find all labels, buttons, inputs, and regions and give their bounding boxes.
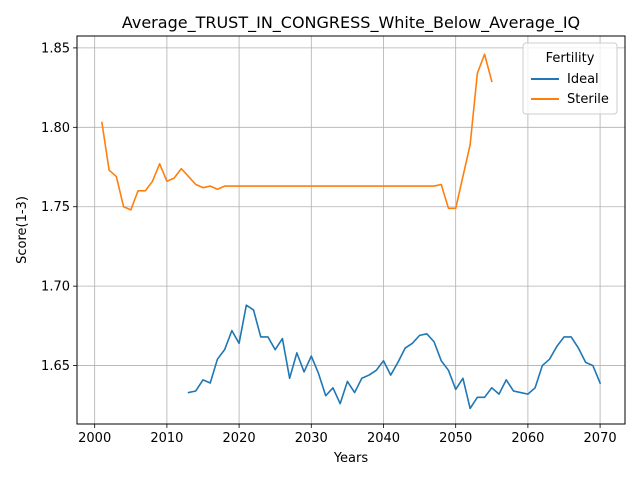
x-axis-label: Years bbox=[333, 451, 369, 466]
series-line-ideal bbox=[187, 304, 602, 410]
x-tick-label: 2050 bbox=[439, 431, 472, 446]
legend: Fertility Ideal Sterile bbox=[522, 42, 618, 115]
x-axis: 2000 2010 2020 2030 2040 2050 2060 2070 bbox=[78, 424, 617, 446]
x-tick-label: 2060 bbox=[511, 431, 544, 446]
legend-label-ideal: Ideal bbox=[567, 72, 599, 87]
legend-box bbox=[522, 42, 618, 115]
chart-title: Average_TRUST_IN_CONGRESS_White_Below_Av… bbox=[122, 13, 580, 33]
x-tick-label: 2030 bbox=[295, 431, 328, 446]
x-tick-label: 2020 bbox=[223, 431, 256, 446]
plot-frame bbox=[76, 35, 626, 425]
grid bbox=[77, 36, 625, 424]
y-tick-label: 1.80 bbox=[41, 121, 70, 136]
y-tick-label: 1.75 bbox=[41, 200, 70, 215]
legend-label-sterile: Sterile bbox=[567, 92, 609, 107]
y-tick-label: 1.65 bbox=[41, 359, 70, 374]
x-tick-label: 2070 bbox=[584, 431, 617, 446]
y-tick-label: 1.70 bbox=[41, 280, 70, 295]
legend-title: Fertility bbox=[546, 51, 595, 66]
y-tick-label: 1.85 bbox=[41, 41, 70, 56]
y-axis: 1.65 1.70 1.75 1.80 1.85 bbox=[41, 41, 77, 374]
x-tick-label: 2040 bbox=[367, 431, 400, 446]
x-tick-label: 2000 bbox=[78, 431, 111, 446]
y-axis-label: Score(1-3) bbox=[15, 196, 30, 264]
series-line-sterile bbox=[100, 53, 493, 211]
x-tick-label: 2010 bbox=[150, 431, 183, 446]
series-layer bbox=[100, 53, 602, 410]
